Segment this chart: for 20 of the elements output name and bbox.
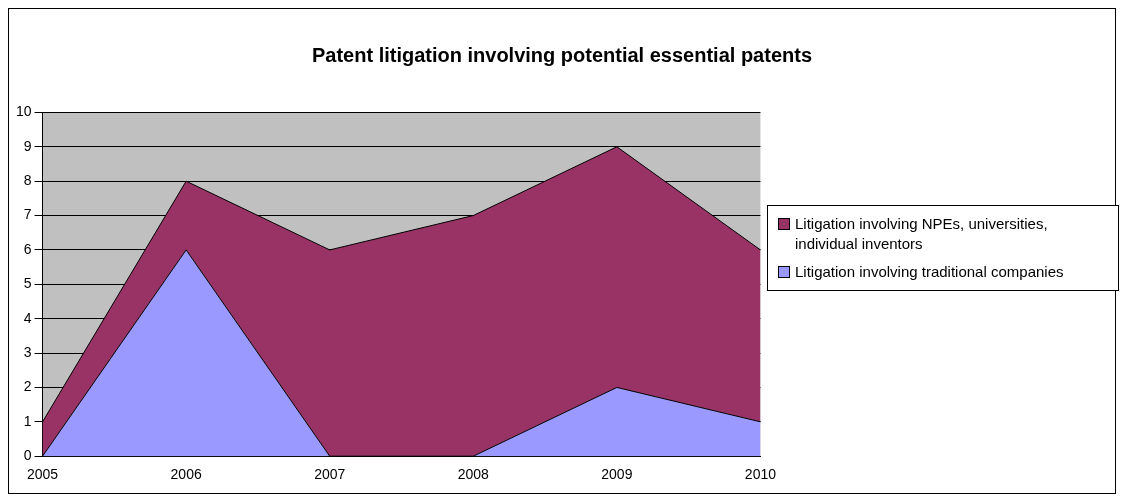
legend-label: Litigation involving NPEs, universities, individual inventors: [795, 214, 1049, 254]
y-tick-label: 5: [23, 275, 32, 292]
y-tick-label: 10: [15, 103, 32, 120]
y-tick-label: 9: [23, 137, 32, 154]
y-tick-label: 3: [23, 343, 32, 360]
x-tick-label: 2008: [457, 466, 490, 483]
y-tick-label: 1: [23, 412, 32, 429]
y-tick-label: 4: [23, 309, 32, 326]
x-tick-label: 2007: [314, 466, 346, 483]
y-tick-label: 6: [23, 240, 32, 257]
y-tick-label: 2: [23, 378, 32, 395]
x-tick-label: 2009: [601, 466, 633, 483]
x-tick-label: 2005: [26, 466, 59, 483]
y-tick-label: 7: [23, 206, 32, 223]
x-tick-label: 2006: [170, 466, 202, 483]
y-tick-label: 8: [23, 172, 32, 189]
x-tick-label: 2010: [744, 466, 777, 483]
legend-label: Litigation involving traditional companies: [795, 262, 1064, 282]
chart-title: Patent litigation involving potential essential patents: [310, 42, 814, 68]
y-tick-label: 0: [23, 447, 32, 464]
